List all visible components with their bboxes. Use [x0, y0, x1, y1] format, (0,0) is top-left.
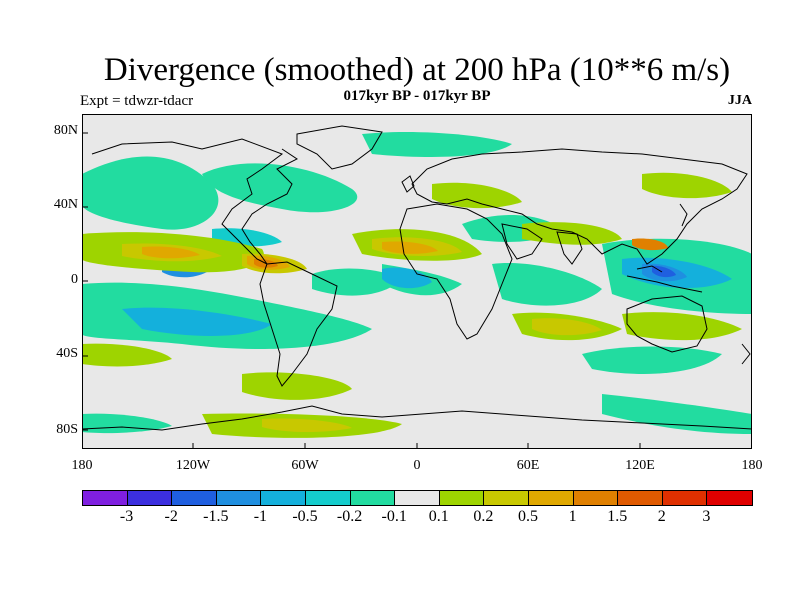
colorbar-swatch: [395, 491, 440, 505]
lon-label-120e: 120E: [625, 458, 655, 473]
lat-label-0: 0: [71, 272, 78, 287]
colorbar-label: -0.2: [336, 508, 363, 525]
map-svg: [81, 114, 753, 449]
experiment-label: Expt = tdwzr-tdacr: [80, 93, 194, 109]
lon-label-180e: 180: [741, 458, 763, 473]
colorbar-label: 0.5: [518, 508, 538, 525]
colorbar-label: 1.5: [607, 508, 628, 525]
plot-subtitle: 017kyr BP - 017kyr BP: [343, 88, 491, 104]
colorbar-label: 1: [568, 508, 577, 525]
colorbar-label: 2: [657, 508, 666, 525]
colorbar-swatch: [172, 491, 217, 505]
plot-title: Divergence (smoothed) at 200 hPa (10**6 …: [103, 52, 731, 88]
colorbar-label: -1.5: [203, 508, 229, 525]
colorbar-swatch: [618, 491, 663, 505]
colorbar-label: -0.1: [381, 508, 407, 525]
divergence-map: [81, 114, 753, 449]
colorbar-swatch: [261, 491, 306, 505]
lon-label-60e: 60E: [516, 458, 540, 473]
colorbar-swatch: [83, 491, 128, 505]
lat-label-40s: 40S: [56, 346, 78, 361]
coastlines: [81, 125, 753, 431]
colorbar-swatch: [216, 491, 262, 505]
lon-label-60w: 60W: [291, 458, 319, 473]
colorbar-swatch: [528, 491, 574, 505]
lat-label-40n: 40N: [53, 197, 78, 212]
lon-label-120w: 120W: [175, 458, 211, 473]
colorbar-swatch: [573, 491, 619, 505]
lon-label-180w: 180: [71, 458, 93, 473]
lat-label-80s: 80S: [56, 422, 78, 437]
lon-label-0: 0: [413, 458, 421, 473]
colorbar-swatch: [127, 491, 173, 505]
colorbar-swatch: [439, 491, 485, 505]
divergence-field: [82, 132, 752, 438]
colorbar-label: 0.2: [473, 508, 494, 525]
colorbar-swatch: [662, 491, 708, 505]
colorbar-swatch: [484, 491, 529, 505]
season-label: JJA: [727, 93, 752, 108]
colorbar-swatch: [350, 491, 396, 505]
colorbar-label: -3: [119, 508, 134, 525]
colorbar-label: -1: [253, 508, 268, 525]
colorbar-label: 0.1: [428, 508, 449, 525]
colorbar-swatch: [707, 491, 752, 505]
axis-ticks: [82, 132, 641, 449]
colorbar-label: -2: [164, 508, 178, 525]
colorbar-label: 3: [702, 508, 711, 525]
colorbar-swatch: [305, 491, 351, 505]
colorbar-label: -0.5: [292, 508, 318, 525]
colorbar: [82, 490, 753, 506]
lat-label-80n: 80N: [53, 123, 78, 138]
